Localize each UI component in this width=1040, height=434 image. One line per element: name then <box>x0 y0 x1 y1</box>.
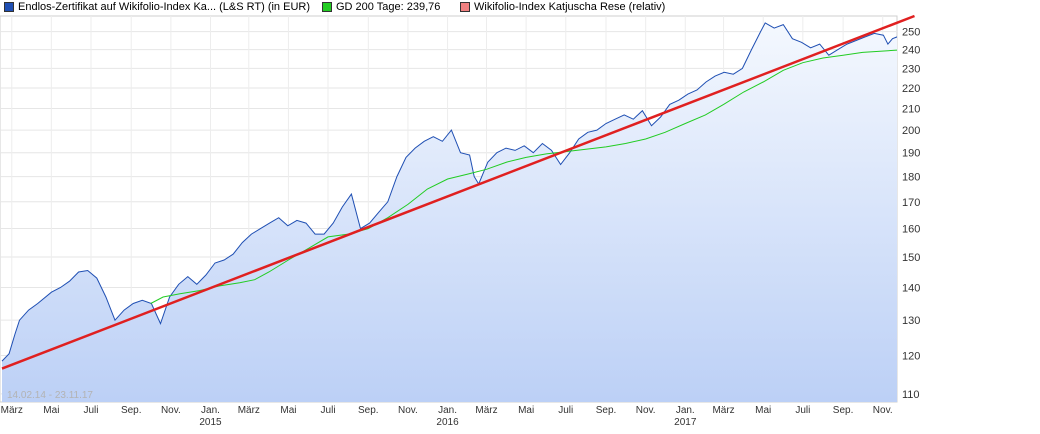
y-tick-label: 170 <box>902 197 920 209</box>
x-tick-label: Jan. <box>438 405 457 416</box>
y-axis: 110 120 130 140 150 160 170 180 190 200 210 220 230 2… <box>902 27 920 401</box>
y-tick-label: 200 <box>902 125 920 137</box>
x-tick-label: März <box>712 405 734 416</box>
x-tick-label: März <box>238 405 260 416</box>
y-tick-label: 250 <box>902 27 920 39</box>
moving-average-line <box>150 49 897 304</box>
x-year-label: 2015 <box>199 417 222 428</box>
x-tick-label: Nov. <box>636 405 656 416</box>
y-tick-label: 240 <box>902 45 920 57</box>
y-tick-label: 210 <box>902 104 920 116</box>
legend-label: Endlos-Zertifikat auf Wikifolio-Index Ka… <box>18 1 310 13</box>
x-tick-label: Sep. <box>121 405 142 416</box>
legend-item-certificate: Endlos-Zertifikat auf Wikifolio-Index Ka… <box>4 1 310 13</box>
y-tick-label: 220 <box>902 83 920 95</box>
x-tick-label: Nov. <box>161 405 181 416</box>
x-tick-label: Mai <box>518 405 534 416</box>
y-tick-label: 110 <box>902 389 920 401</box>
x-tick-label: Sep. <box>358 405 379 416</box>
x-tick-label: März <box>1 405 23 416</box>
x-tick-label: Nov. <box>873 405 893 416</box>
legend-swatch-blue <box>4 2 14 12</box>
x-tick-label: Jan. <box>201 405 220 416</box>
y-tick-label: 120 <box>902 351 920 363</box>
x-year-label: 2016 <box>436 417 459 428</box>
legend-swatch-red <box>460 2 470 12</box>
x-tick-label: Sep. <box>596 405 617 416</box>
price-area-fill <box>2 22 897 402</box>
y-tick-label: 150 <box>902 252 920 264</box>
x-tick-label: Juli <box>321 405 336 416</box>
x-tick-label: Nov. <box>398 405 418 416</box>
x-tick-label: Juli <box>795 405 810 416</box>
legend-item-index: Wikifolio-Index Katjuscha Rese (relativ) <box>460 1 665 13</box>
y-tick-label: 140 <box>902 282 920 294</box>
legend-label: GD 200 Tage: 239,76 <box>336 1 441 13</box>
date-range-label: 14.02.14 - 23.11.17 <box>7 390 93 401</box>
legend: Endlos-Zertifikat auf Wikifolio-Index Ka… <box>0 0 1040 14</box>
x-tick-label: März <box>475 405 497 416</box>
y-tick-label: 190 <box>902 148 920 160</box>
index-line <box>1 14 915 370</box>
legend-label: Wikifolio-Index Katjuscha Rese (relativ) <box>474 1 666 13</box>
x-tick-label: Mai <box>755 405 771 416</box>
legend-swatch-green <box>322 2 332 12</box>
x-tick-label: Mai <box>43 405 59 416</box>
y-tick-label: 180 <box>902 172 920 184</box>
x-tick-label: Juli <box>83 405 98 416</box>
x-tick-label: Sep. <box>833 405 854 416</box>
y-tick-label: 130 <box>902 315 920 327</box>
y-tick-label: 230 <box>902 63 920 75</box>
x-tick-label: Mai <box>280 405 296 416</box>
legend-item-moving-average: GD 200 Tage: 239,76 <box>322 1 440 13</box>
x-year-label: 2017 <box>674 417 697 428</box>
x-tick-label: Juli <box>558 405 573 416</box>
x-tick-label: Jan. <box>676 405 695 416</box>
y-tick-label: 160 <box>902 224 920 236</box>
